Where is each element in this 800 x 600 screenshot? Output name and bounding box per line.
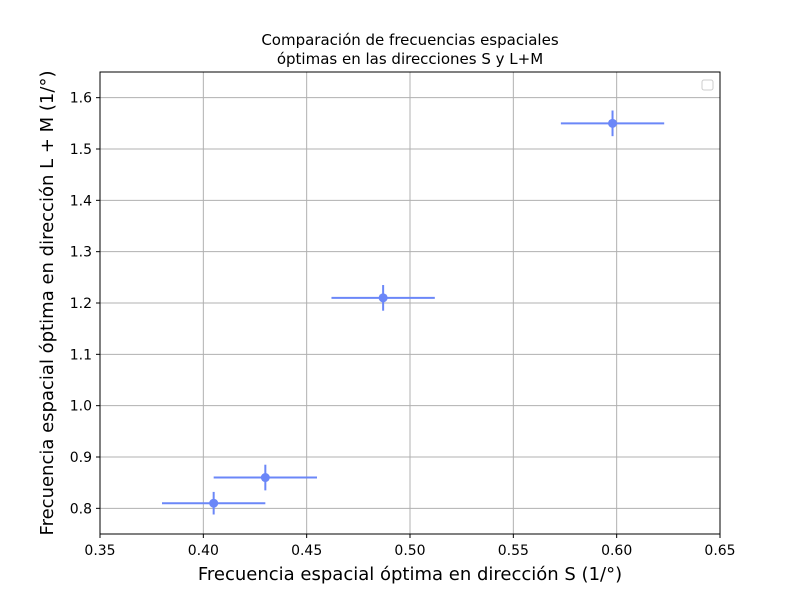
plot-frame xyxy=(99,71,721,535)
y-tick-label: 1.2 xyxy=(70,296,92,312)
legend-box xyxy=(701,79,714,91)
x-tick-label: 0.50 xyxy=(394,543,425,559)
chart-title-line-2: óptimas en las direcciones S y L+M xyxy=(277,50,543,68)
data-point xyxy=(331,285,435,311)
y-tick-label: 1.0 xyxy=(70,399,92,415)
data-point xyxy=(162,491,266,515)
point-marker xyxy=(260,473,270,483)
x-tick-label: 0.60 xyxy=(601,543,632,559)
x-tick-label: 0.55 xyxy=(498,543,529,559)
data-point xyxy=(560,110,665,137)
y-tick-label: 1.1 xyxy=(70,347,92,363)
point-marker xyxy=(608,118,618,128)
y-tick-label: 1.5 xyxy=(70,142,92,158)
x-axis-label: Frecuencia espacial óptima en dirección … xyxy=(198,564,622,585)
x-tick-label: 0.45 xyxy=(291,543,322,559)
point-marker xyxy=(378,293,388,303)
x-tick-label: 0.35 xyxy=(84,543,115,559)
y-tick-label: 1.4 xyxy=(70,193,92,209)
grid xyxy=(99,72,721,534)
y-axis-label: Frecuencia espacial óptima en dirección … xyxy=(37,71,58,536)
data-point xyxy=(213,464,317,491)
chart-title-line-1: Comparación de frecuencias espaciales xyxy=(261,31,559,49)
y-tick-label: 0.8 xyxy=(70,501,92,517)
point-marker xyxy=(209,498,219,508)
y-tick-label: 1.6 xyxy=(70,91,92,107)
y-tick-label: 1.3 xyxy=(70,245,92,261)
data-series xyxy=(162,110,665,515)
x-tick-label: 0.65 xyxy=(704,543,735,559)
x-tick-label: 0.40 xyxy=(188,543,219,559)
y-tick-label: 0.9 xyxy=(70,450,92,466)
axis-ticks: 0.35 0.40 0.45 0.50 0.55 0.60 0.65 0.8 0.9 1.0 1.1… xyxy=(70,91,736,559)
